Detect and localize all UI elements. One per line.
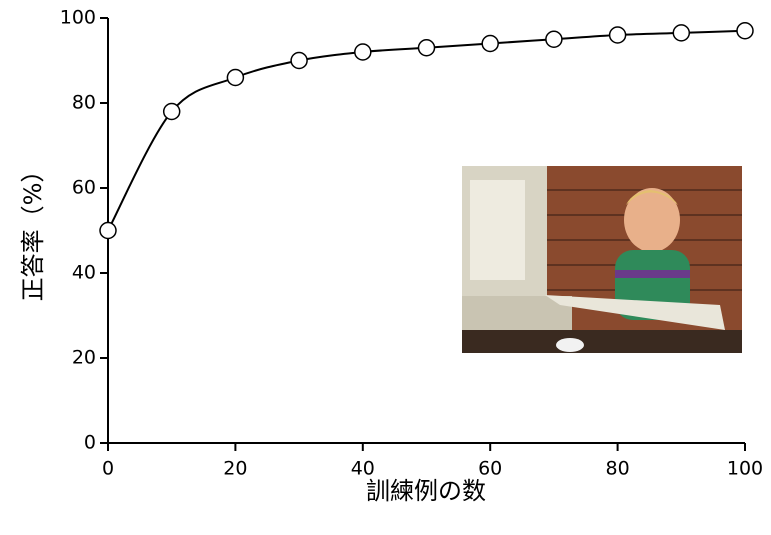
- x-tick-label: 60: [478, 458, 502, 480]
- y-tick-label: 0: [84, 432, 96, 454]
- marker: [355, 44, 371, 60]
- y-tick-label: 20: [72, 347, 96, 369]
- marker: [673, 25, 689, 41]
- y-tick-label: 80: [72, 92, 96, 114]
- y-axis-label: 正答率（%）: [19, 159, 47, 302]
- y-tick-label: 60: [72, 177, 96, 199]
- page: {"chart_data": {"type": "line", "x_label…: [0, 0, 771, 535]
- y-tick-label: 100: [60, 7, 96, 29]
- x-tick-label: 40: [351, 458, 375, 480]
- chart: 訓練例の数 正答率（%） 0 20 40 60 80 100 0 20 40 60 80 100: [0, 0, 771, 535]
- photo: [462, 166, 742, 353]
- marker: [291, 53, 307, 69]
- x-tick-label: 100: [727, 458, 763, 480]
- y-tick-label: 40: [72, 262, 96, 284]
- marker: [164, 104, 180, 120]
- marker: [610, 27, 626, 43]
- marker: [482, 36, 498, 52]
- x-axis-label: 訓練例の数: [366, 477, 486, 505]
- marker: [227, 70, 243, 86]
- marker: [546, 31, 562, 47]
- x-tick-label: 0: [102, 458, 114, 480]
- marker: [419, 40, 435, 56]
- marker: [737, 23, 753, 39]
- x-tick-label: 20: [223, 458, 247, 480]
- x-tick-label: 80: [606, 458, 630, 480]
- marker: [100, 223, 116, 239]
